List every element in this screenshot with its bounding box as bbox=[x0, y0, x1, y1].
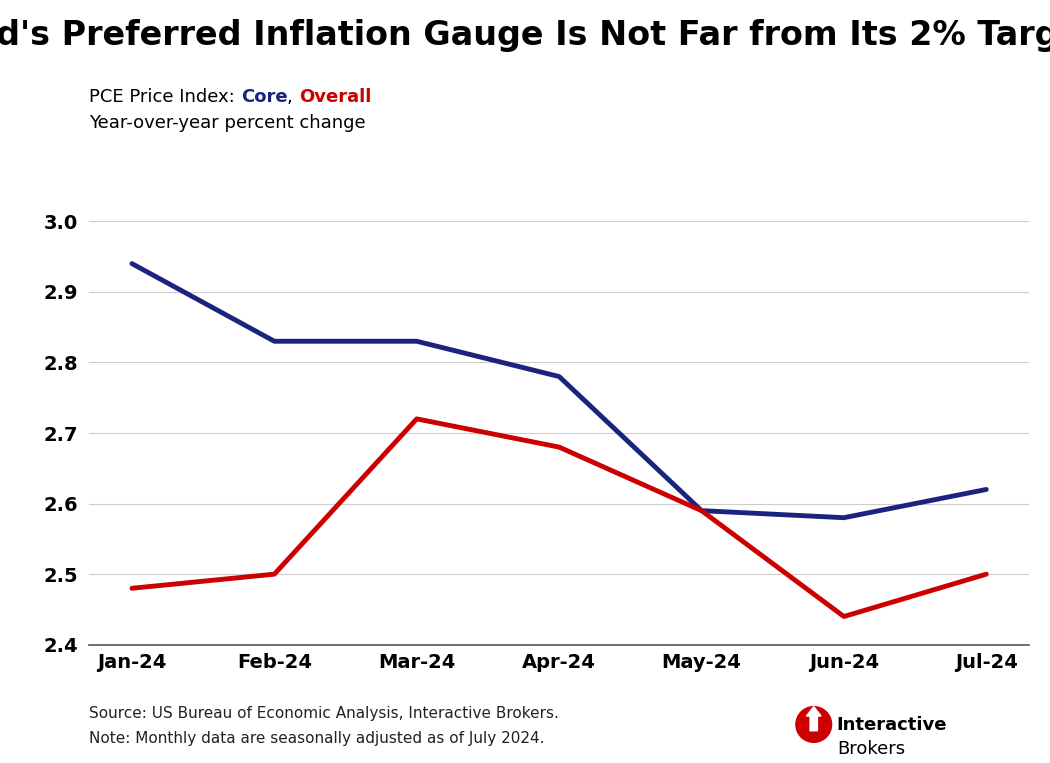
Text: ,: , bbox=[288, 88, 299, 106]
Text: Core: Core bbox=[240, 88, 288, 106]
Text: Year-over-year percent change: Year-over-year percent change bbox=[89, 114, 365, 133]
FancyArrow shape bbox=[806, 707, 821, 731]
Text: Interactive: Interactive bbox=[837, 716, 947, 734]
Text: Overall: Overall bbox=[299, 88, 372, 106]
Text: Fed's Preferred Inflation Gauge Is Not Far from Its 2% Target: Fed's Preferred Inflation Gauge Is Not F… bbox=[0, 19, 1050, 52]
Text: Brokers: Brokers bbox=[837, 740, 905, 758]
Text: Source: US Bureau of Economic Analysis, Interactive Brokers.: Source: US Bureau of Economic Analysis, … bbox=[89, 706, 559, 721]
Text: PCE Price Index:: PCE Price Index: bbox=[89, 88, 240, 106]
Text: Note: Monthly data are seasonally adjusted as of July 2024.: Note: Monthly data are seasonally adjust… bbox=[89, 731, 545, 746]
Circle shape bbox=[796, 707, 832, 742]
